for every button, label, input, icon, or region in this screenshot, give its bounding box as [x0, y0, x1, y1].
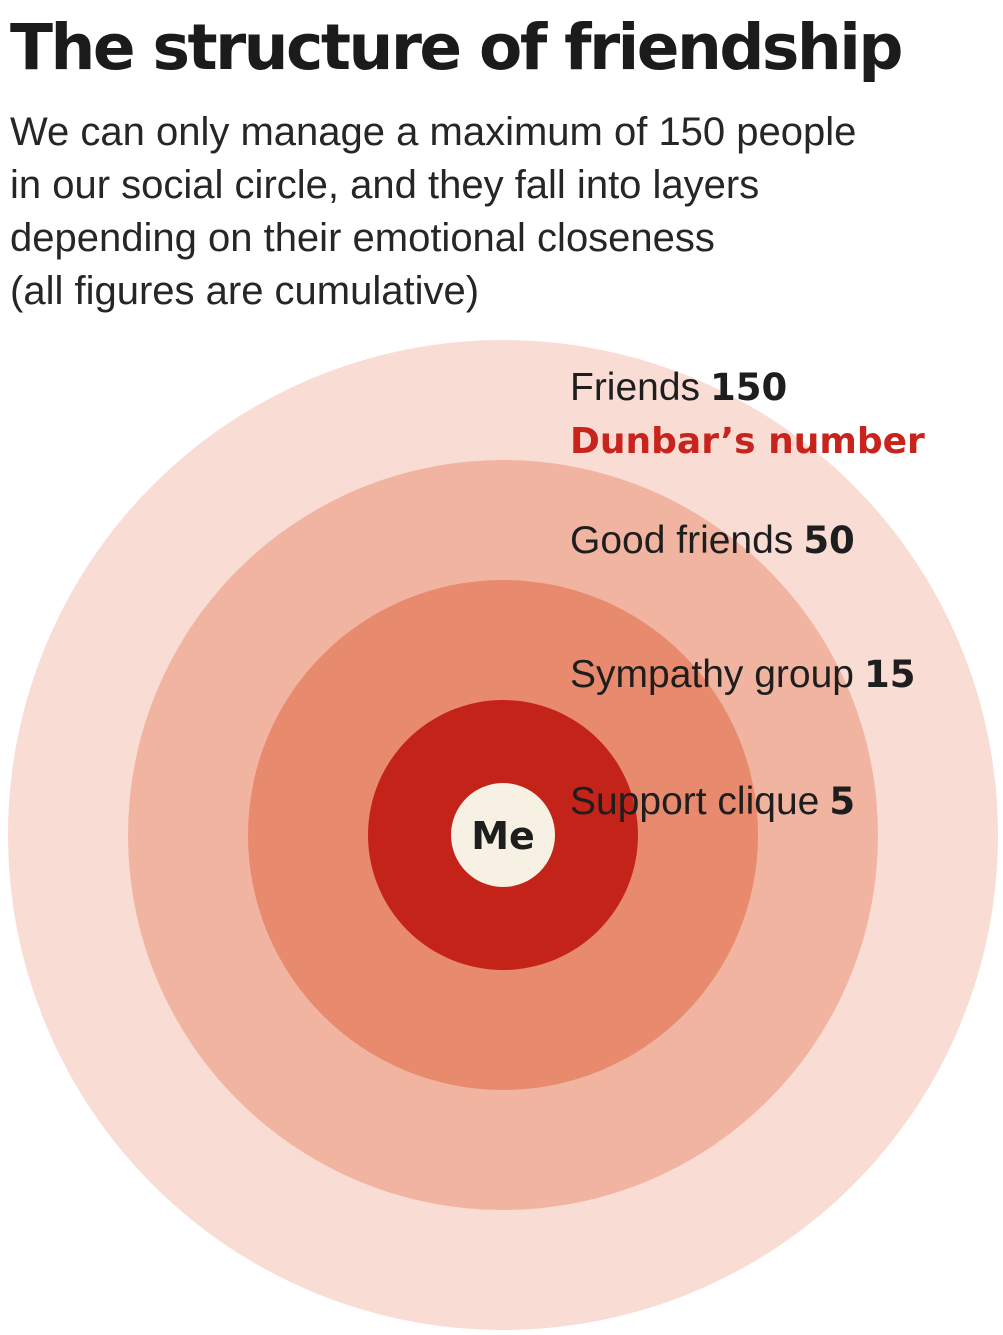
center-circle-me — [451, 783, 555, 887]
dunbar-number-note: Dunbar’s number — [570, 421, 925, 462]
layer-name-friends: Friends — [570, 366, 700, 409]
layer-label-sympathy-group: Sympathy group 15 — [570, 653, 916, 696]
layer-label-friends: Friends 150 — [570, 366, 787, 409]
layer-value-support-clique: 5 — [829, 780, 855, 823]
layer-value-sympathy-group: 15 — [864, 653, 916, 696]
layer-label-support-clique: Support clique 5 — [570, 780, 855, 823]
subtitle-line-3: depending on their emotional closeness — [10, 216, 715, 260]
layer-label-good-friends: Good friends 50 — [570, 519, 855, 562]
center-label: Me — [471, 814, 535, 858]
layer-name-sympathy-group: Sympathy group — [570, 653, 854, 696]
layer-name-support-clique: Support clique — [570, 780, 819, 823]
subtitle-line-4: (all figures are cumulative) — [10, 269, 480, 313]
friendship-circles-diagram: Me Friends 150 Dunbar’s number Good frien… — [8, 340, 998, 1330]
layer-value-good-friends: 50 — [803, 519, 855, 562]
layer-value-friends: 150 — [710, 366, 787, 409]
page-title: The structure of friendship — [10, 11, 903, 84]
subtitle: We can only manage a maximum of 150 peop… — [10, 106, 990, 318]
layer-name-good-friends: Good friends — [570, 519, 793, 562]
subtitle-line-1: We can only manage a maximum of 150 peop… — [10, 110, 857, 154]
subtitle-line-2: in our social circle, and they fall into… — [10, 163, 760, 207]
